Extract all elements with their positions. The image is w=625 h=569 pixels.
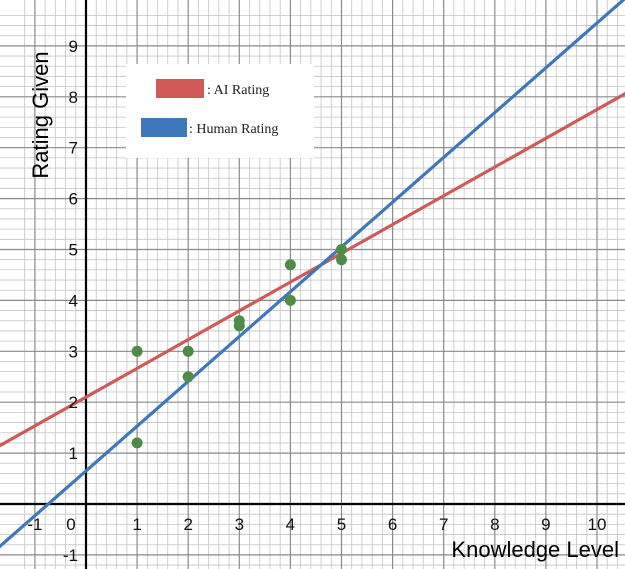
y-tick-label: -1 — [63, 546, 78, 565]
legend-swatch-human — [141, 118, 187, 137]
ai-rating-line — [0, 91, 625, 448]
tick-labels: -1 0 1 2 3 4 5 6 7 8 9 10 -1 1 2 3 4 5 6 7 8 9 — [27, 37, 606, 565]
legend-swatch-ai — [156, 79, 204, 98]
y-tick-label: 3 — [69, 342, 78, 361]
y-tick-label: 4 — [69, 291, 78, 310]
data-point — [131, 437, 143, 449]
y-tick-label: 2 — [69, 393, 78, 412]
x-tick-label: 8 — [490, 515, 499, 534]
y-tick-label: 5 — [69, 241, 78, 260]
x-tick-label: 10 — [588, 515, 607, 534]
x-tick-label: 5 — [337, 515, 346, 534]
x-tick-label: 1 — [132, 515, 141, 534]
x-tick-label: 3 — [235, 515, 244, 534]
y-tick-label: 6 — [69, 190, 78, 209]
legend: : AI Rating : Human Rating — [126, 64, 314, 158]
data-point — [131, 345, 143, 357]
y-tick-label: 1 — [69, 444, 78, 463]
x-tick-label: -1 — [27, 515, 42, 534]
x-tick-label: 6 — [388, 515, 397, 534]
legend-label-human: : Human Rating — [189, 122, 278, 137]
y-tick-label: 9 — [69, 37, 78, 56]
data-points — [131, 244, 347, 449]
legend-label-ai: : AI Rating — [207, 83, 269, 98]
legend-box — [126, 64, 314, 158]
data-point — [336, 244, 347, 255]
x-tick-label: 4 — [286, 515, 295, 534]
x-tick-label: 7 — [439, 515, 448, 534]
data-point — [182, 371, 194, 383]
fit-lines — [0, 0, 625, 549]
x-tick-label: 0 — [66, 515, 75, 534]
x-tick-label: 2 — [183, 515, 192, 534]
data-point — [284, 259, 296, 271]
x-tick-label: 9 — [541, 515, 550, 534]
y-tick-label: 7 — [69, 139, 78, 158]
data-point — [336, 254, 347, 266]
data-point — [284, 294, 296, 306]
data-point — [233, 320, 245, 332]
human-rating-line — [0, 0, 625, 549]
y-tick-label: 8 — [69, 88, 78, 107]
x-axis-title: Knowledge Level — [451, 537, 619, 562]
data-point — [182, 345, 194, 357]
y-axis-title: Rating Given — [28, 51, 53, 178]
